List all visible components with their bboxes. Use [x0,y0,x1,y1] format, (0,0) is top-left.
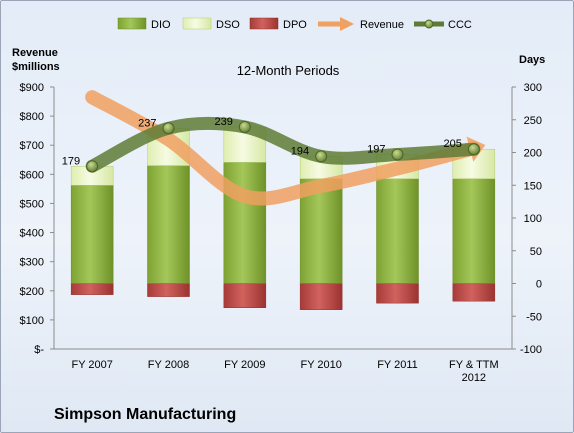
right-tick-label: -50 [526,311,542,323]
revenue-legend-label: Revenue [360,19,404,31]
dpo-bar [223,283,267,308]
ccc-marker [467,143,480,156]
dpo-bar [376,283,419,304]
left-tick-label: $500 [20,198,44,210]
revenue-legend-arrowhead [340,17,354,31]
ccc-marker [86,160,99,173]
dio-legend-label: DIO [151,19,171,31]
right-tick-label: 250 [524,115,542,127]
ccc-markers [86,120,480,173]
legend: DIO DSO DPO Revenue CCC [117,17,472,31]
dpo-bar [452,283,496,302]
x-tick-label: FY 2011 [377,359,418,371]
right-tick-label: -100 [520,344,542,356]
right-axis-ticks: -100 -50 0 50 100 150 200 250 300 [512,82,542,356]
ccc-data-label: 194 [291,145,309,157]
chart-title: 12-Month Periods [237,63,340,78]
left-tick-label: $600 [20,169,44,181]
left-tick-label: $800 [20,111,44,123]
right-tick-label: 100 [524,213,542,225]
dpo-legend-swatch [249,17,279,30]
ccc-legend-marker [424,19,434,29]
right-tick-label: 200 [524,148,542,160]
ccc-data-label: 197 [367,143,385,155]
dpo-bar [70,283,114,295]
ccc-legend-label: CCC [448,19,472,31]
dso-legend-label: DSO [216,19,240,31]
ccc-marker [391,148,404,161]
ccc-data-label: 239 [214,116,232,128]
left-tick-label: $300 [20,257,44,269]
x-tick-label: FY 2010 [300,359,341,371]
left-tick-label: $100 [20,315,44,327]
dio-bar [452,178,496,284]
ccc-marker [238,120,251,133]
right-tick-label: 150 [524,180,542,192]
dio-bar [147,165,190,284]
ccc-data-label: 205 [443,138,461,150]
left-tick-label: $700 [20,140,44,152]
right-tick-label: 50 [530,246,542,258]
x-axis-ticks: FY 2007 FY 2008 FY 2009 FY 2010 FY 2011 FY & … [71,359,498,384]
y-left-label-line2: $millions [12,61,60,73]
company-name: Simpson Manufacturing [54,406,236,423]
x-tick-label: FY 2007 [71,359,112,371]
right-tick-label: 300 [524,82,542,94]
dio-legend-swatch [117,17,147,30]
dpo-bar [147,283,190,297]
ccc-marker [162,122,175,135]
x-tick-label: FY 2009 [224,359,265,371]
y-left-label-line1: Revenue [12,47,58,59]
dio-bar [376,178,419,284]
left-axis-ticks: $- $100 $200 $300 $400 $500 $600 $700 $800 $900 [20,82,54,356]
ccc-marker [315,150,328,163]
left-tick-label: $200 [20,286,44,298]
x-tick-label: FY & TTM [449,359,499,371]
dpo-legend-label: DPO [283,19,307,31]
left-tick-label: $400 [20,228,44,240]
dpo-bar [299,283,343,310]
left-tick-label: $900 [20,82,44,94]
left-tick-label: $- [34,344,44,356]
x-tick-label: 2012 [462,372,486,384]
dio-bar [223,162,267,284]
x-tick-label: FY 2008 [148,359,189,371]
y-right-label: Days [519,54,545,66]
right-tick-label: 0 [536,279,542,291]
ccc-data-labels: 179 237 239 194 197 205 [62,116,462,167]
ccc-data-label: 179 [62,155,80,167]
ccc-data-label: 237 [138,117,156,129]
dso-legend-swatch [182,17,212,30]
dio-bar [70,185,114,284]
